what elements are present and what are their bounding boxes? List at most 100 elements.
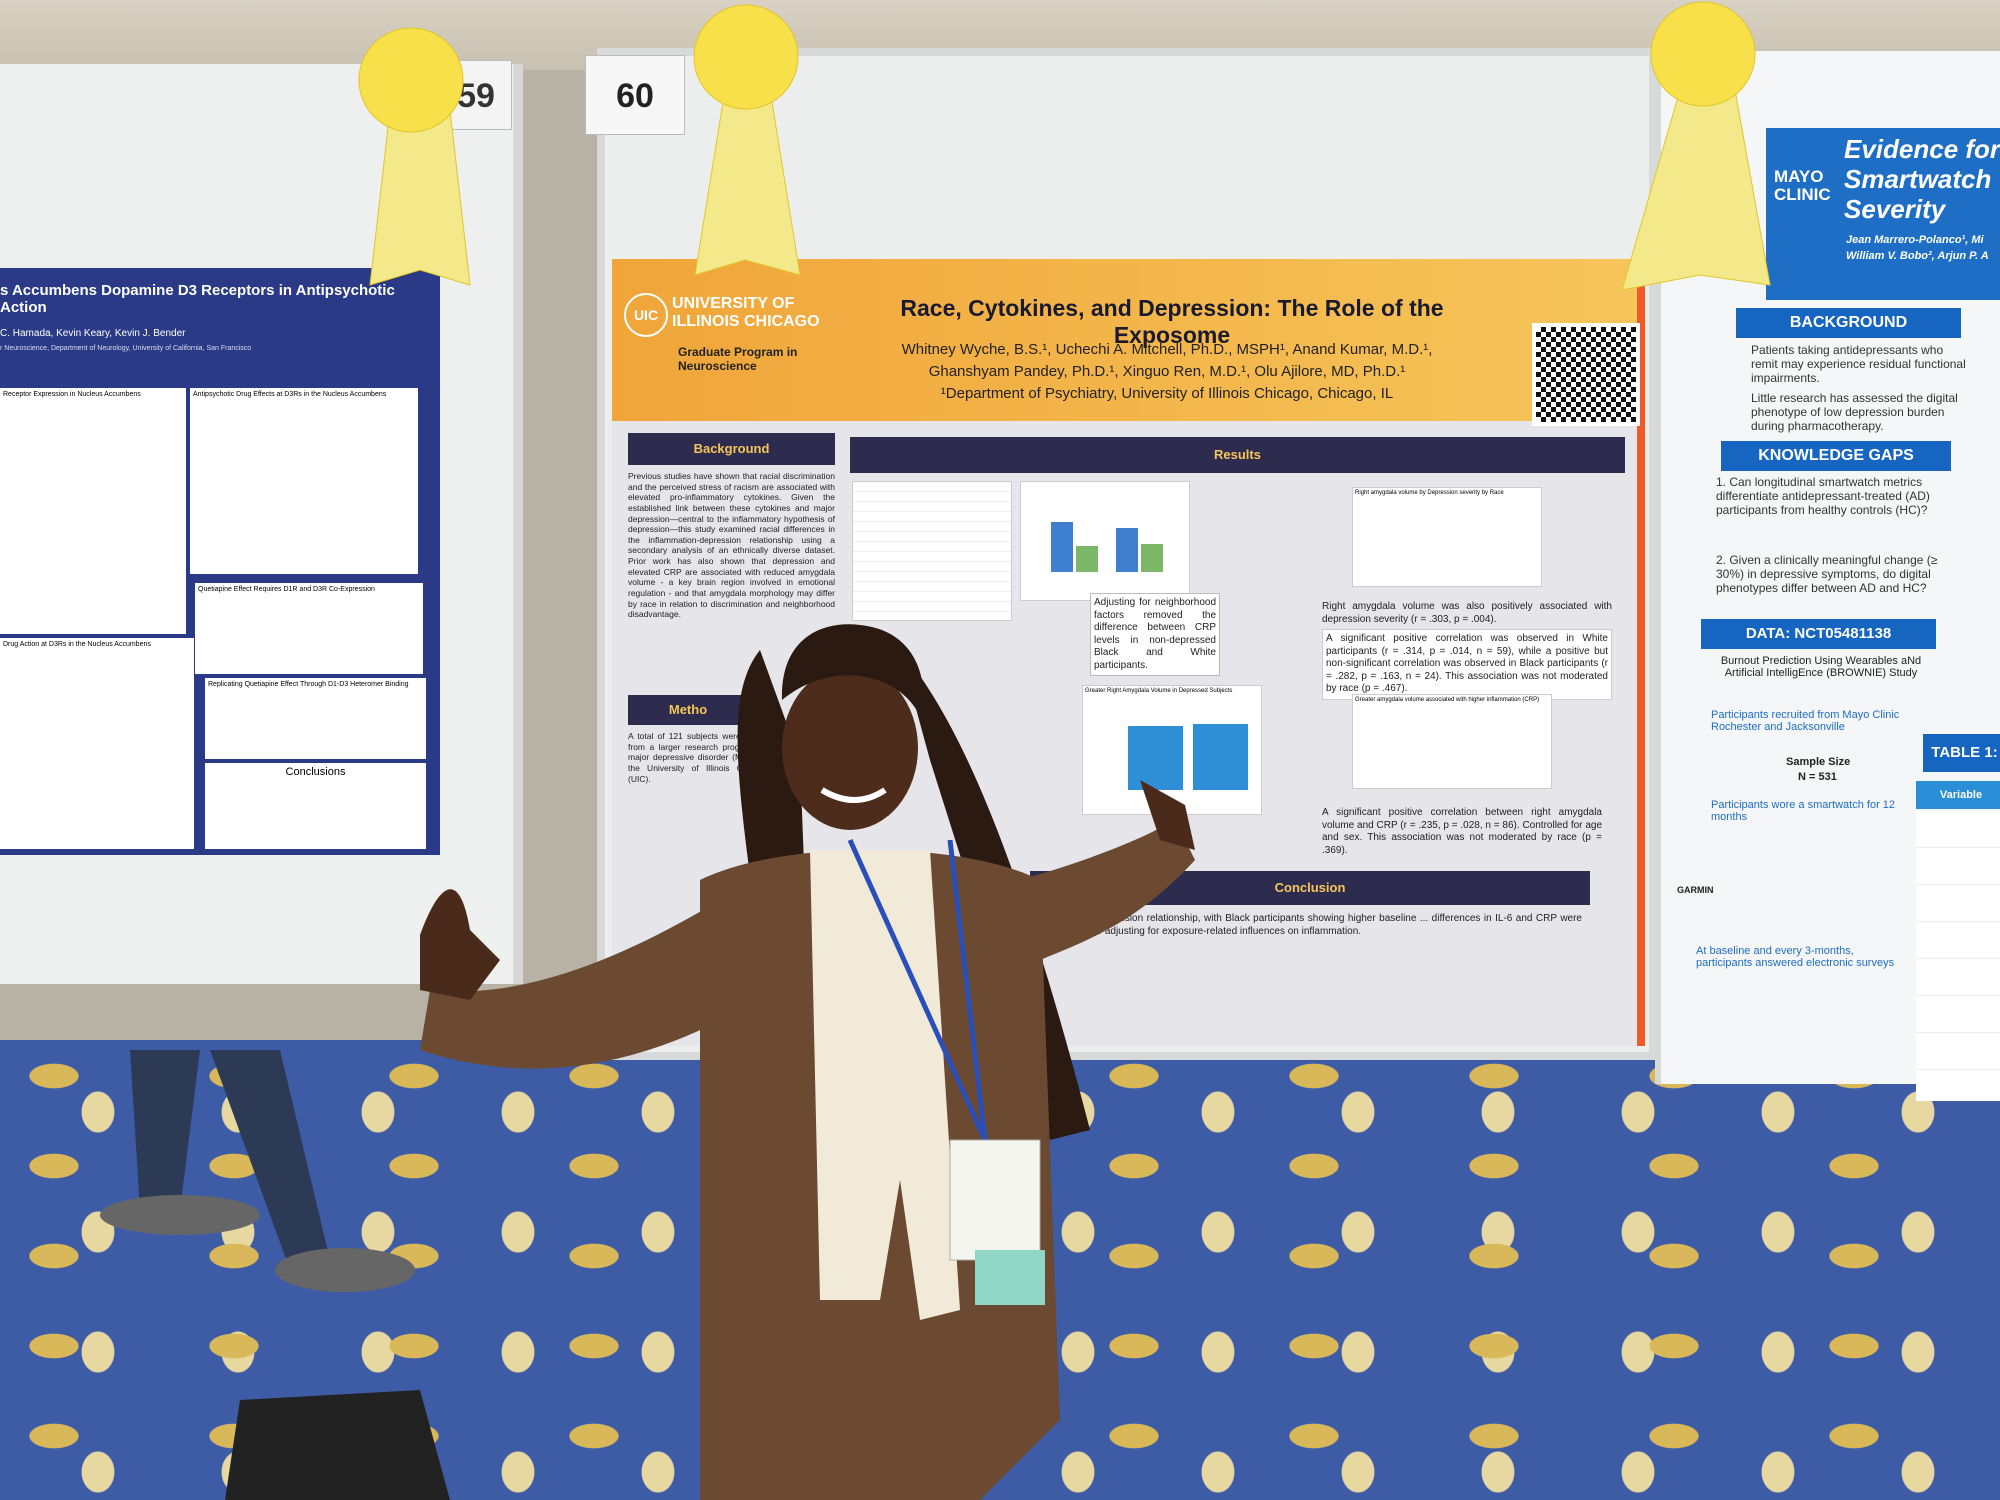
poster-header: UIC UNIVERSITY OF ILLINOIS CHICAGO Gradu… xyxy=(612,259,1640,426)
shoe xyxy=(100,1195,260,1235)
section-header: KNOWLEDGE GAPS xyxy=(1721,441,1951,471)
bar-chart: Greater Right Amygdala Volume in Depress… xyxy=(1082,685,1262,815)
chart-title: Greater Right Amygdala Volume in Depress… xyxy=(1085,688,1233,694)
qr-code xyxy=(1532,323,1640,426)
bar-shape xyxy=(1051,522,1073,572)
bar-shape xyxy=(1193,724,1248,790)
step: Participants recruited from Mayo Clinic … xyxy=(1711,709,1900,733)
section-header: Results xyxy=(850,437,1625,473)
step: At baseline and every 3-months, particip… xyxy=(1696,945,1895,969)
study-name: Burnout Prediction Using Wearables aNd A… xyxy=(1720,655,1922,679)
result-note: Adjusting for neighborhood factors remov… xyxy=(1090,593,1220,676)
panel: Quetiapine Effect Requires D1R and D3R C… xyxy=(195,583,423,674)
left-poster: s Accumbens Dopamine D3 Receptors in Ant… xyxy=(0,268,440,855)
bar-shape xyxy=(1128,726,1183,790)
section-header: TABLE 1: xyxy=(1923,734,2000,772)
panel: Conclusions xyxy=(205,763,426,849)
bar-shape xyxy=(1141,544,1163,572)
sample-label: Sample Size xyxy=(1786,756,1851,768)
brand: GARMIN xyxy=(1677,885,1714,895)
poster-affiliation: r Neuroscience, Department of Neurology,… xyxy=(0,345,252,352)
scatter-chart: Greater amygdala volume associated with … xyxy=(1352,694,1552,789)
leg xyxy=(130,1050,200,1210)
panel-title: Antipsychotic Drug Effects at D3Rs in th… xyxy=(193,391,387,398)
question: 2. Given a clinically meaningful change … xyxy=(1716,553,1938,595)
rosette xyxy=(358,27,464,133)
face xyxy=(782,666,918,830)
sample-value: N = 531 xyxy=(1798,771,1837,783)
board-number: 60 xyxy=(585,55,685,135)
question: 1. Can longitudinal smartwatch metrics d… xyxy=(1716,475,1930,517)
poster-title: s Accumbens Dopamine D3 Receptors in Ant… xyxy=(0,282,395,316)
poster-authors: Ghanshyam Pandey, Ph.D.¹, Xinguo Ren, M.… xyxy=(928,363,1406,380)
poster-title: Race, Cytokines, and Depression: The Rol… xyxy=(900,295,1444,348)
badge-ribbon xyxy=(975,1250,1045,1305)
university: UNIVERSITY OF ILLINOIS CHICAGO xyxy=(672,295,820,330)
panel: Drug Action at D3Rs in the Nucleus Accum… xyxy=(0,638,194,849)
lanyard xyxy=(847,838,988,1142)
poster-authors: Jean Marrero-Polanco¹, Mi xyxy=(1846,234,1984,246)
ribbon xyxy=(358,1,1771,291)
table-header: Variable xyxy=(1916,781,2000,809)
panel-title: Quetiapine Effect Requires D1R and D3R C… xyxy=(198,586,375,593)
leg xyxy=(210,1050,330,1270)
scatter-chart: Right amygdala volume by Depression seve… xyxy=(1352,487,1542,587)
ribbon-tail xyxy=(369,109,471,286)
panel-title: Replicating Quetiapine Effect Through D1… xyxy=(208,681,409,688)
result-note: A significant positive correlation betwe… xyxy=(1322,807,1602,856)
bar-shape xyxy=(1076,546,1098,572)
poster-affiliation: ¹Department of Psychiatry, University of… xyxy=(940,385,1394,402)
section-header: Metho xyxy=(628,695,748,725)
section-header: BACKGROUND xyxy=(1736,308,1961,338)
section-text: A total of 121 subjects were drawn from … xyxy=(628,731,768,784)
poster-authors: C. Hamada, Kevin Keary, Kevin J. Bender xyxy=(0,328,186,339)
rosette xyxy=(1650,1,1756,107)
poster-title: Severity xyxy=(1844,194,1946,224)
presenter xyxy=(420,624,1195,1500)
poster-title: Evidence for xyxy=(1844,134,2000,164)
panel: Antipsychotic Drug Effects at D3Rs in th… xyxy=(190,388,418,574)
step: Participants wore a smartwatch for 12 mo… xyxy=(1711,799,1896,823)
bullet: Little research has assessed the digital… xyxy=(1751,391,1958,433)
result-note: Right amygdala volume was also positivel… xyxy=(1322,601,1612,625)
results-table xyxy=(852,481,1012,621)
ribbon-tail xyxy=(694,89,801,276)
rosette xyxy=(693,4,799,110)
panel: Receptor Expression in Nucleus Accumbens xyxy=(0,388,186,634)
arm xyxy=(420,900,740,1069)
panel: Replicating Quetiapine Effect Through D1… xyxy=(205,678,426,759)
program: Graduate Program in Neuroscience xyxy=(678,345,798,373)
shoe xyxy=(275,1248,415,1292)
bar-shape xyxy=(1116,528,1138,572)
badge xyxy=(949,1139,1041,1261)
right-poster: MAYO CLINIC Evidence for Smartwatch Seve… xyxy=(1655,51,2000,1101)
panel-title: Conclusions xyxy=(285,766,346,778)
section-text: Previous studies have shown that racial … xyxy=(628,471,835,620)
table-body xyxy=(1916,811,2000,1101)
hand xyxy=(420,889,500,1000)
section-header: DATA: NCT05481138 xyxy=(1701,619,1936,649)
poster-header: MAYO CLINIC Evidence for Smartwatch Seve… xyxy=(1766,128,2000,300)
chart-title: Right amygdala volume by Depression seve… xyxy=(1355,490,1504,496)
panel-title: Receptor Expression in Nucleus Accumbens xyxy=(3,391,141,398)
section-header: Background xyxy=(628,433,835,465)
logo: UIC xyxy=(624,293,668,337)
chart-title: Greater amygdala volume associated with … xyxy=(1355,697,1540,703)
chart-figure xyxy=(1051,522,1163,572)
arm xyxy=(1020,820,1195,960)
smile xyxy=(820,787,887,803)
poster-authors: William V. Bobo², Arjun P. A xyxy=(1846,250,1989,262)
panel-title: Drug Action at D3Rs in the Nucleus Accum… xyxy=(3,641,151,648)
bag xyxy=(225,1390,450,1500)
ribbon-tail xyxy=(1621,89,1771,291)
logo: MAYO CLINIC xyxy=(1774,167,1831,204)
section-text: inflammation–depression relationship, wi… xyxy=(1032,913,1582,937)
hair xyxy=(781,624,924,720)
bullet: Patients taking antidepressants who remi… xyxy=(1751,343,1966,385)
poster-title: Smartwatch xyxy=(1844,164,1992,194)
hand xyxy=(1140,780,1195,850)
walking-person xyxy=(100,1050,415,1292)
